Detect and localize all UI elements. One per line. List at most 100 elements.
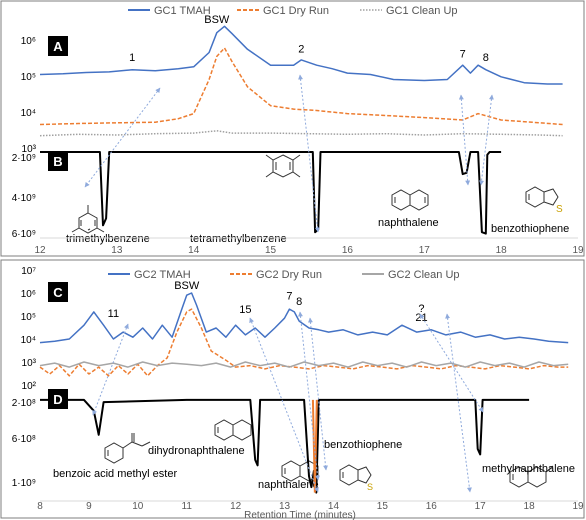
legend-bottom-label-tmah: GC2 TMAH — [134, 269, 191, 281]
x-tick-label: 18 — [524, 501, 536, 512]
series-line-A-2 — [39, 130, 563, 137]
connector-arrow — [249, 317, 319, 493]
y-tick-label: 10⁶ — [21, 36, 36, 47]
compound-label-naphthalene-top: naphthalene — [378, 217, 439, 229]
compound-label-tetramethylbenzene: tetramethylbenzene — [190, 233, 287, 245]
peak-label: 7 — [460, 49, 466, 61]
y-tick-label: 2·10⁸ — [12, 398, 36, 409]
y-tick-label: 10³ — [22, 144, 37, 155]
peak-label: BSW — [174, 280, 200, 292]
connector-arrow — [479, 94, 494, 186]
connector-arrow — [458, 94, 471, 186]
panel-label-B: B — [53, 154, 62, 169]
panel-C: 10² 10³ 10⁴ 10⁵ 10⁶ 10⁷ BSW 11 15 7 8?21 — [21, 266, 569, 392]
y-tick-label: 2·10⁹ — [12, 153, 36, 164]
y-tick-label: 10⁵ — [21, 72, 36, 83]
connector-arrow — [307, 317, 329, 471]
sulfur-atom-top: S — [556, 204, 563, 215]
y-tick-label: 10⁴ — [21, 108, 36, 119]
x-tick-label: 16 — [342, 245, 354, 256]
series-line-A-1 — [39, 47, 563, 126]
peak-label: 11 — [108, 308, 119, 320]
x-tick-label: 13 — [279, 501, 291, 512]
bottom-figure-frame — [0, 259, 585, 519]
legend-top: GC1 TMAH GC1 Dry Run GC1 Clean Up — [128, 5, 458, 17]
peak-label: 21 — [415, 312, 427, 324]
y-tick-label: 6·10⁸ — [12, 434, 36, 445]
structure-methylnaphthalene-icon — [509, 465, 554, 488]
x-tick-label: 12 — [230, 501, 242, 512]
x-tick-label: 16 — [426, 501, 438, 512]
compound-label-benzothiophene-bottom: benzothiophene — [324, 439, 402, 451]
series-line-C-0 — [39, 292, 569, 344]
legend-bottom-label-dry: GC2 Dry Run — [256, 269, 322, 281]
y-tick-label: 4·10⁹ — [12, 193, 36, 204]
structure-dihydronaphthalene-icon — [214, 419, 252, 441]
structure-benzothiophene-top-icon — [525, 186, 559, 208]
peak-label: 15 — [239, 304, 251, 316]
panel-label-badge — [48, 36, 68, 56]
peak-label: ? — [418, 303, 424, 315]
panel-A: 10³ 10⁴ 10⁵ 10⁶ BSW 1 2 7 8 — [21, 14, 563, 155]
connector-arrow — [419, 313, 484, 413]
x-tick-label: 14 — [188, 245, 200, 256]
panel-label-layer: A B C D — [48, 36, 68, 409]
structure-trimethylbenzene-icon — [71, 205, 105, 234]
x-tick-label: 11 — [182, 501, 193, 512]
structure-benzothiophene-bottom-icon — [339, 464, 372, 486]
peak-label: 8 — [296, 296, 302, 308]
panel-label-badge — [48, 282, 68, 302]
x-tick-label: 17 — [475, 501, 487, 512]
peak-label: 2 — [298, 43, 304, 55]
compound-label-dihydronaphthalene: dihydronaphthalene — [148, 445, 245, 457]
panel-D: 2·10⁸ 6·10⁸ 1·10⁹ 8 9 10 11 12 13 14 15 16 17 18 19 — [12, 398, 584, 512]
x-tick-label: 15 — [265, 245, 277, 256]
series-line-A-0 — [39, 25, 563, 85]
connector-arrow — [92, 323, 129, 416]
legend-bottom-label-clean: GC2 Clean Up — [388, 269, 460, 281]
x-tick-label: 12 — [34, 245, 46, 256]
peak-label: BSW — [204, 14, 230, 26]
legend-top-label-tmah: GC1 TMAH — [154, 5, 211, 17]
y-tick-label: 10⁴ — [21, 335, 36, 346]
structure-methyl-benzoate-icon — [104, 433, 151, 464]
x-tick-label: 8 — [37, 501, 43, 512]
compound-label-trimethylbenzene: trimethylbenzene — [66, 233, 150, 245]
y-tick-label: 10⁷ — [21, 266, 36, 277]
panel-label-badge — [48, 151, 68, 171]
y-tick-label: 10² — [22, 381, 37, 392]
y-tick-label: 10⁵ — [21, 312, 36, 323]
legend-top-label-clean: GC1 Clean Up — [386, 5, 458, 17]
y-tick-label: 10³ — [22, 358, 37, 369]
x-tick-label: 19 — [572, 501, 584, 512]
panel-label-badge — [48, 389, 68, 409]
series-line-C-1 — [39, 308, 569, 377]
y-tick-label: 10⁶ — [21, 289, 36, 300]
sulfur-atom-bottom: S — [367, 482, 373, 492]
x-tick-label: 17 — [419, 245, 431, 256]
connector-arrow — [445, 313, 472, 493]
x-tick-label: 14 — [328, 501, 340, 512]
panel-label-C: C — [53, 285, 63, 300]
compound-label-methylnaphthalene: methylnaphthalene — [482, 463, 575, 475]
structure-naphthalene-top-icon — [391, 189, 429, 211]
compound-label-methyl-benzoate: benzoic acid methyl ester — [53, 468, 177, 480]
legend-top-label-dry: GC1 Dry Run — [263, 5, 329, 17]
top-figure-frame — [0, 0, 585, 257]
panel-label-A: A — [53, 39, 63, 54]
y-tick-label: 1·10⁹ — [12, 478, 36, 489]
compound-label-benzothiophene-top: benzothiophene — [491, 223, 569, 235]
x-tick-label: 18 — [496, 245, 508, 256]
x-tick-label: 9 — [86, 501, 92, 512]
x-tick-label: 10 — [132, 501, 144, 512]
arrow-layer — [84, 74, 494, 493]
x-axis-title: Retention Time (minutes) — [244, 510, 356, 520]
panel-label-D: D — [53, 392, 62, 407]
y-tick-label: 6·10⁹ — [12, 229, 36, 240]
peak-label: 1 — [129, 52, 135, 64]
connector-arrow — [84, 87, 161, 188]
x-tick-label: 15 — [377, 501, 389, 512]
legend-bottom: GC2 TMAH GC2 Dry Run GC2 Clean Up — [108, 269, 460, 281]
